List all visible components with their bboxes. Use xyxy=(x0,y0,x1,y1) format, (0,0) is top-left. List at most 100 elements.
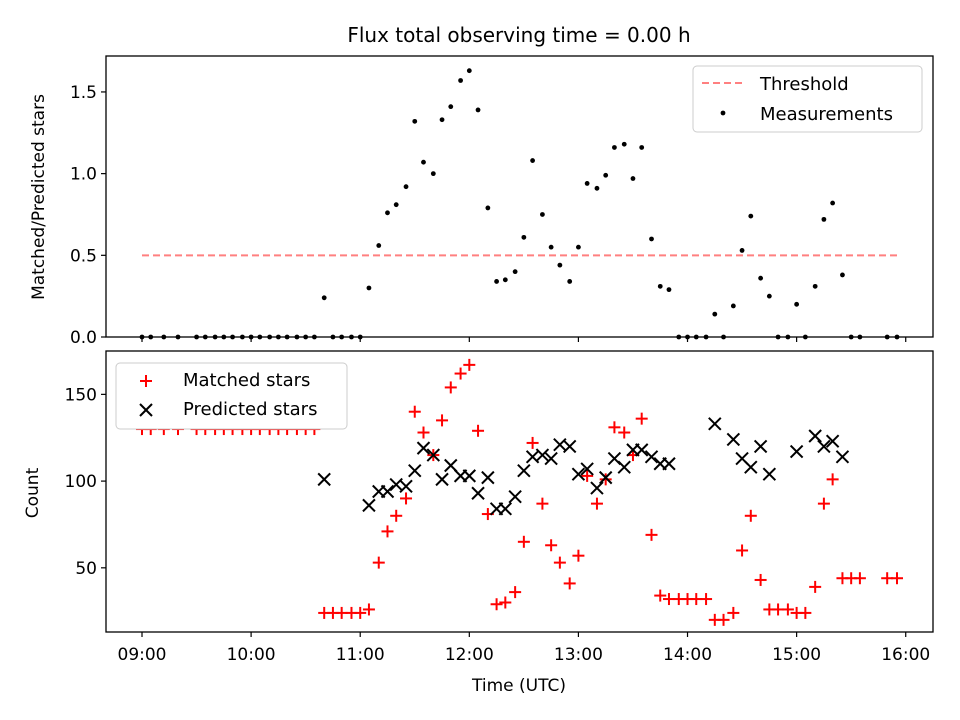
measurement-point xyxy=(458,78,463,83)
legend-matched-swatch xyxy=(140,375,152,387)
measurement-point xyxy=(502,277,508,283)
measurement-point xyxy=(657,283,663,289)
predicted-star-point xyxy=(817,439,831,454)
matched-star-point xyxy=(700,593,713,606)
measurement-point xyxy=(475,107,481,113)
bottom-plot-frame xyxy=(105,350,934,633)
x-tick-label: 14:00 xyxy=(663,645,712,665)
matched-star-point xyxy=(536,497,549,510)
predicted-star-point xyxy=(590,481,604,495)
x-tick-label: 16:00 xyxy=(881,645,930,665)
predicted-star-point xyxy=(380,484,395,499)
measurement-point xyxy=(430,171,436,177)
measurement-point xyxy=(821,216,827,222)
bottom-y-tick-label: 100 xyxy=(65,472,97,492)
top-legend-box xyxy=(692,65,923,133)
matched-star-point xyxy=(590,497,603,510)
matched-star-point xyxy=(509,586,522,599)
x-tick-label: 11:00 xyxy=(336,645,385,665)
measurement-point xyxy=(594,185,600,191)
matched-star-point xyxy=(608,421,621,434)
matched-star-point xyxy=(545,539,558,552)
measurement-point xyxy=(366,285,372,291)
matched-star-point xyxy=(526,436,539,449)
predicted-star-point xyxy=(471,486,485,500)
predicted-star-point xyxy=(753,439,768,454)
matched-star-point xyxy=(744,509,757,522)
measurement-point xyxy=(840,272,845,278)
predicted-star-point xyxy=(435,472,449,487)
measurement-point xyxy=(712,311,718,317)
matched-star-point xyxy=(381,525,394,538)
matched-star-point xyxy=(817,497,830,510)
top-legend: Threshold Measurements xyxy=(692,65,923,133)
top-y-axis-label: Matched/Predicted stars xyxy=(29,94,49,300)
measurement-point xyxy=(621,141,627,147)
measurement-point xyxy=(557,262,563,268)
measurement-point xyxy=(548,244,554,250)
measurement-point xyxy=(748,213,754,219)
measurement-point xyxy=(612,145,617,150)
predicted-star-point xyxy=(362,498,376,513)
top-plot-frame xyxy=(105,55,934,338)
predicted-star-point xyxy=(644,450,659,464)
predicted-star-point xyxy=(498,502,513,516)
matched-star-point xyxy=(463,358,476,371)
legend-threshold-label: Threshold xyxy=(759,74,849,95)
matched-star-point xyxy=(826,473,839,486)
predicted-star-point xyxy=(726,432,741,447)
predicted-star-point xyxy=(571,467,586,481)
bottom-y-axis-label: Count xyxy=(23,467,43,518)
measurement-point xyxy=(494,279,499,284)
matched-star-point xyxy=(553,556,566,569)
top-y-tick-label: 1.0 xyxy=(70,165,97,185)
measurement-point xyxy=(730,303,736,309)
matched-star-point xyxy=(890,572,903,585)
legend-predicted-swatch xyxy=(139,403,153,417)
predicted-star-point xyxy=(808,429,822,443)
measurement-point xyxy=(758,275,764,281)
measurement-point xyxy=(376,243,382,248)
predicted-star-point xyxy=(416,441,431,455)
measurement-point xyxy=(321,295,327,301)
predicted-star-point xyxy=(517,463,531,478)
matched-star-point xyxy=(572,549,585,562)
matched-star-point xyxy=(400,492,413,505)
measurement-point xyxy=(448,104,454,110)
matched-star-point xyxy=(490,598,503,611)
measurement-point xyxy=(794,301,800,307)
matched-star-point xyxy=(417,426,430,439)
matched-star-point xyxy=(727,606,740,619)
predicted-star-point xyxy=(317,472,331,487)
predicted-star-point xyxy=(426,448,441,462)
measurement-point xyxy=(567,279,573,284)
x-axis-label: Time (UTC) xyxy=(471,676,566,696)
predicted-star-point xyxy=(481,470,495,485)
legend-measurements-label: Measurements xyxy=(760,104,893,125)
matched-star-point xyxy=(618,426,631,439)
bottom-legend: Matched stars Predicted stars xyxy=(115,362,348,430)
measurement-point xyxy=(393,202,399,208)
measurement-point xyxy=(584,181,590,186)
matched-star-point xyxy=(599,473,612,486)
measurement-point xyxy=(540,212,545,217)
predicted-star-point xyxy=(744,460,758,474)
matched-star-point xyxy=(781,603,794,616)
measurement-point xyxy=(812,283,818,289)
predicted-star-point xyxy=(762,467,777,481)
matched-star-point xyxy=(444,381,457,394)
measurement-point xyxy=(739,248,745,253)
matched-star-point xyxy=(809,580,822,593)
measurement-point xyxy=(412,118,418,124)
measurement-point xyxy=(666,287,672,293)
measurement-point xyxy=(766,293,772,299)
matched-star-point xyxy=(581,469,594,482)
measurement-point xyxy=(521,234,527,240)
matched-star-point xyxy=(362,603,375,616)
matched-star-point xyxy=(635,412,648,425)
measurement-point xyxy=(630,176,636,181)
chart-title: Flux total observing time = 0.00 h xyxy=(347,23,690,47)
matched-star-point xyxy=(563,577,576,590)
measurement-point xyxy=(639,145,645,150)
